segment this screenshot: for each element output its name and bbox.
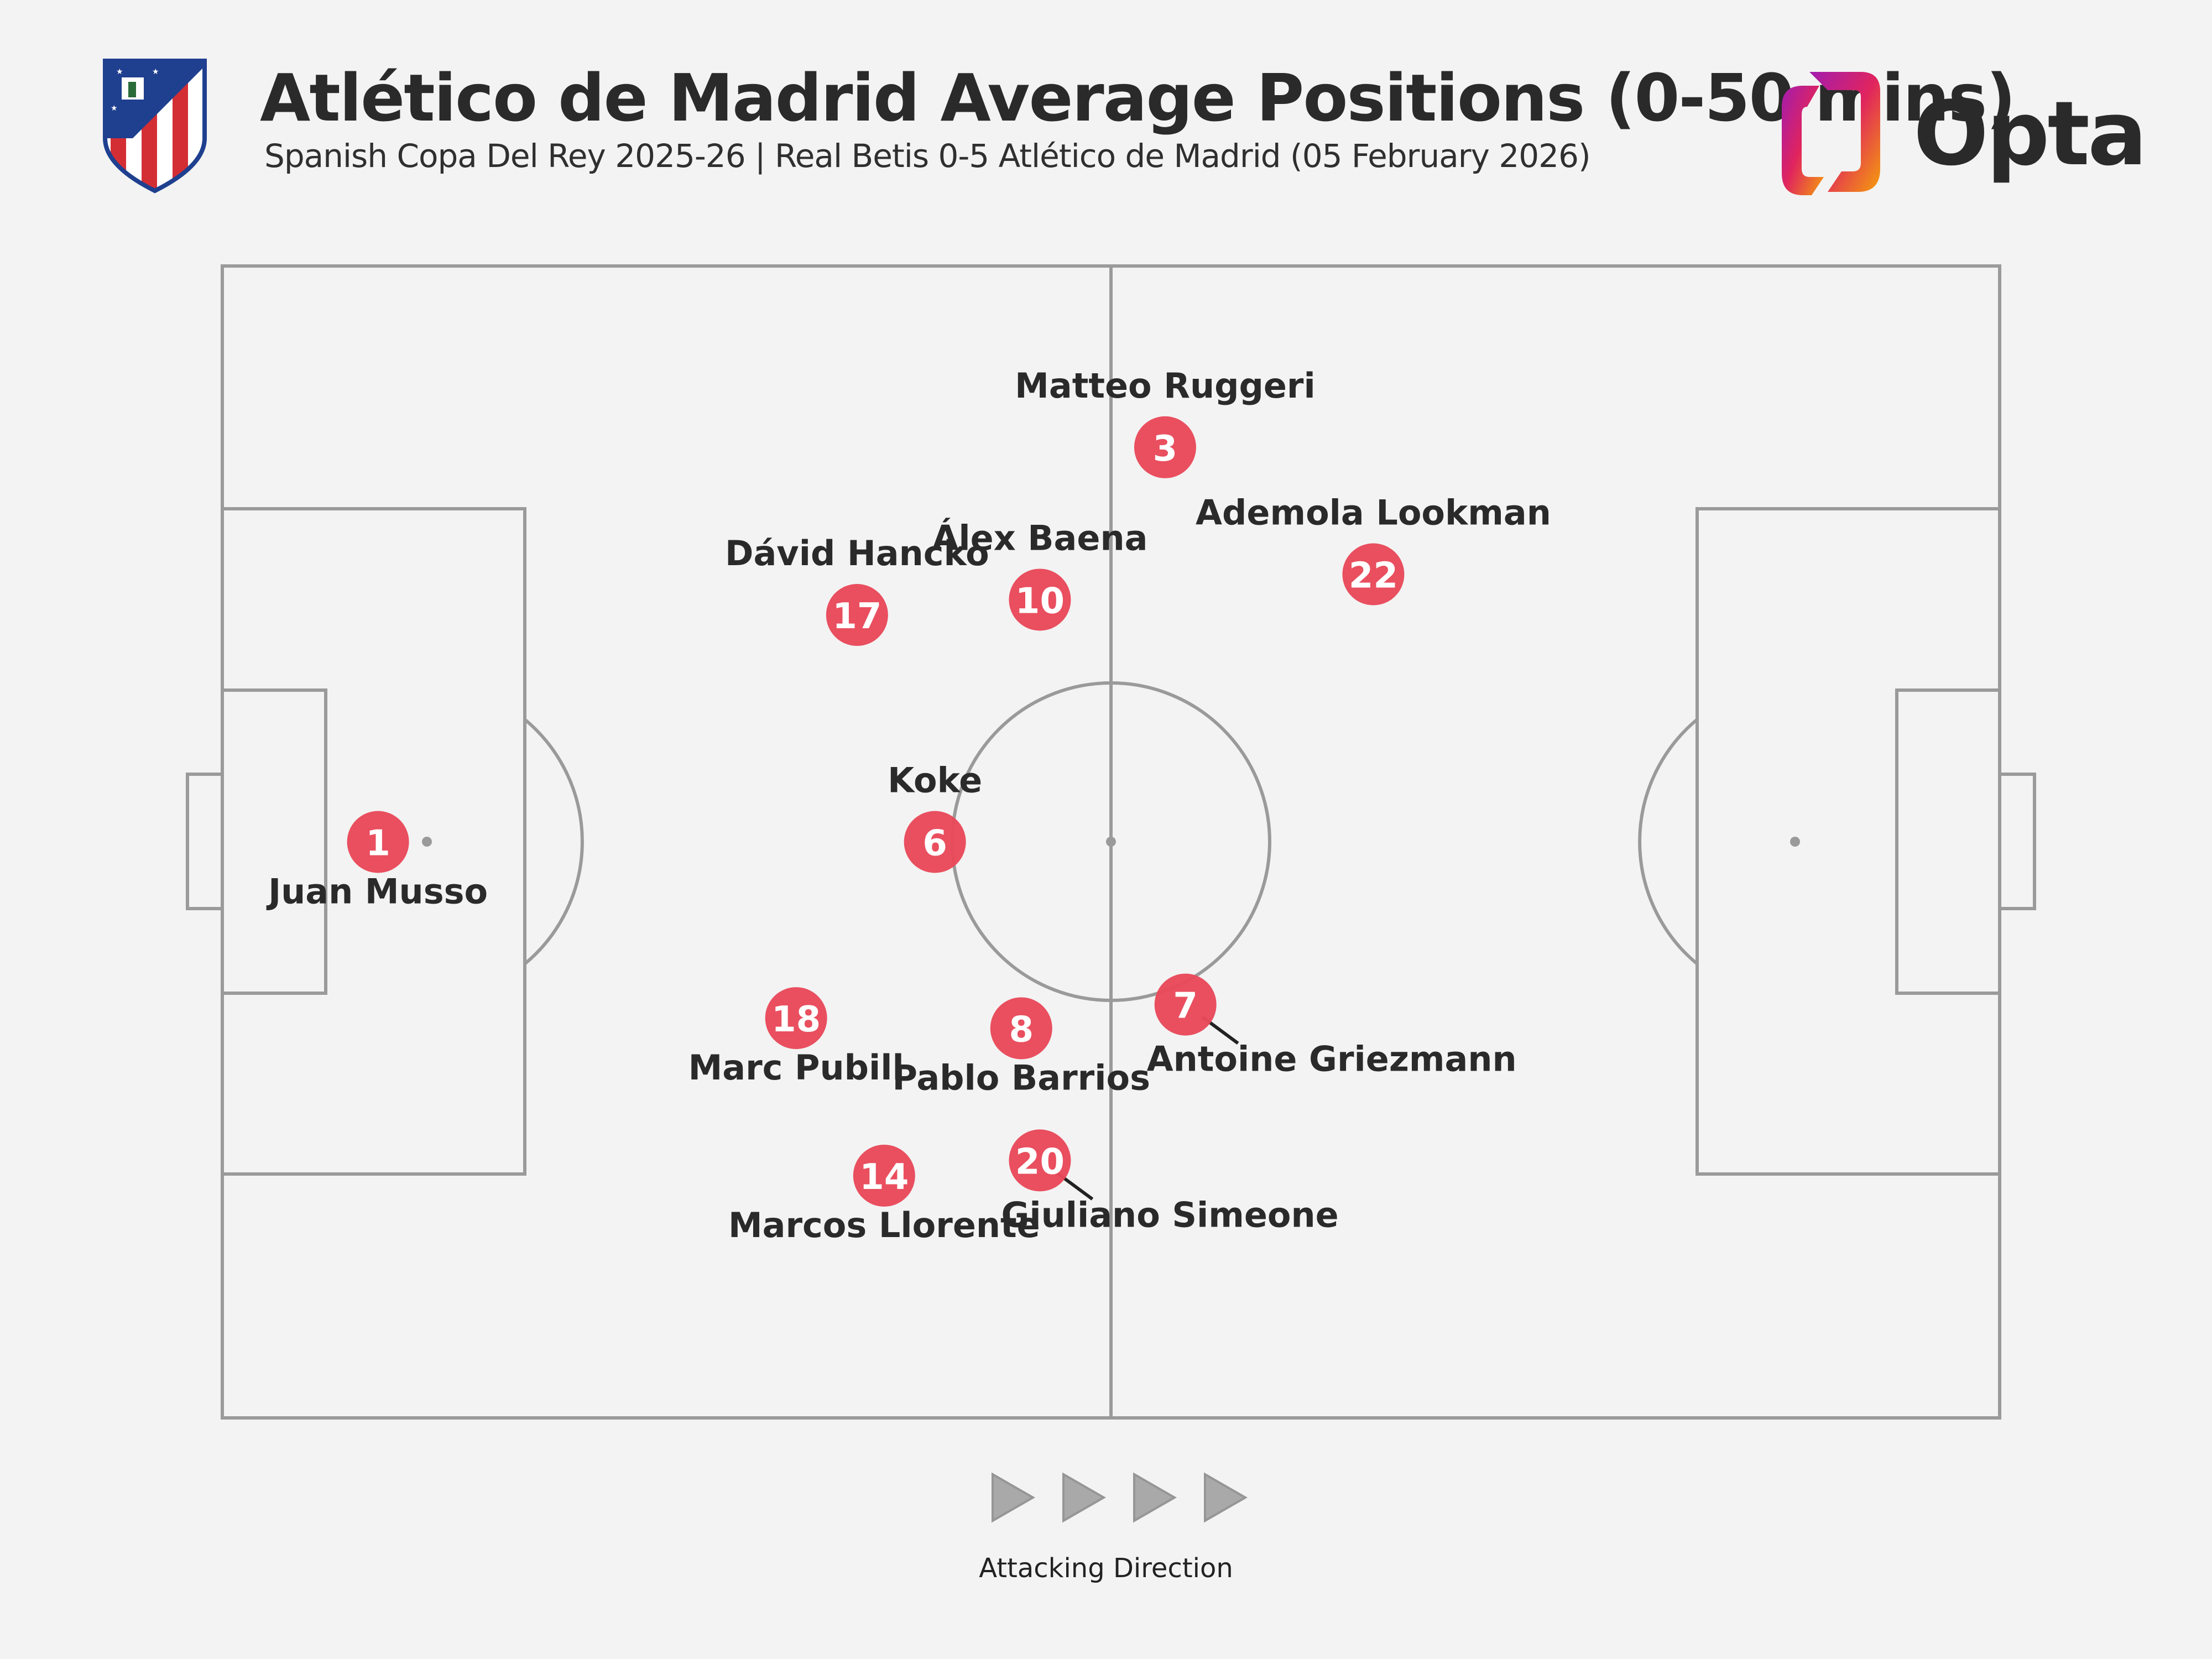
player-number: 18 bbox=[771, 999, 821, 1040]
player-number: 3 bbox=[1153, 429, 1178, 469]
player-marker: 22 Ademola Lookman bbox=[1196, 493, 1551, 606]
player-dot bbox=[1009, 568, 1071, 631]
chart-subtitle: Spanish Copa Del Rey 2025-26 | Real Beti… bbox=[264, 137, 1591, 175]
left-six-yard-box bbox=[221, 688, 327, 995]
player-number: 7 bbox=[1173, 986, 1198, 1027]
play-triangle-icon bbox=[1133, 1472, 1177, 1523]
player-dot bbox=[765, 987, 827, 1050]
player-name: Koke bbox=[888, 760, 982, 801]
player-dot bbox=[347, 811, 409, 873]
player-name: Marcos Llorente bbox=[728, 1205, 1040, 1245]
player-marker: 14 Marcos Llorente bbox=[728, 1144, 1040, 1245]
svg-text:★: ★ bbox=[152, 67, 159, 76]
player-markers: 1 Juan Musso 3 Matteo Ruggeri 22 Ademola Look… bbox=[266, 366, 1551, 1245]
svg-text:★: ★ bbox=[111, 104, 118, 113]
attacking-direction-label: Attacking Direction bbox=[979, 1553, 1233, 1584]
player-marker: 7 Antoine Griezmann bbox=[1147, 973, 1517, 1079]
atletico-madrid-crest-icon: ★ ★ ★ bbox=[103, 59, 207, 194]
player-name: Dávid Hancko bbox=[725, 533, 989, 573]
player-dot bbox=[1342, 543, 1405, 606]
opta-brand-name: Opta bbox=[1913, 82, 2147, 185]
player-number: 10 bbox=[1015, 581, 1065, 622]
player-dot bbox=[853, 1144, 915, 1207]
player-name: Ademola Lookman bbox=[1196, 493, 1551, 533]
player-name: Pablo Barrios bbox=[893, 1057, 1150, 1098]
player-number: 20 bbox=[1015, 1141, 1065, 1182]
play-triangle-icon bbox=[1204, 1472, 1248, 1523]
left-goal bbox=[186, 773, 224, 910]
player-marker: 1 Juan Musso bbox=[266, 811, 488, 912]
player-number: 14 bbox=[859, 1157, 909, 1198]
player-number: 22 bbox=[1349, 556, 1398, 597]
player-dot bbox=[1154, 973, 1217, 1036]
player-marker: 17 Dávid Hancko bbox=[725, 533, 989, 646]
right-goal bbox=[1998, 773, 2036, 910]
player-marker: 20 Giuliano Simeone bbox=[1001, 1129, 1339, 1235]
player-marker: 8 Pablo Barrios bbox=[893, 997, 1150, 1098]
player-marker: 6 Koke bbox=[888, 760, 982, 873]
player-name: Giuliano Simeone bbox=[1001, 1194, 1338, 1235]
player-number: 1 bbox=[366, 823, 390, 864]
player-marker: 18 Marc Pubill bbox=[688, 987, 904, 1088]
play-triangle-icon bbox=[992, 1472, 1036, 1523]
player-dot bbox=[1134, 416, 1196, 478]
player-number: 17 bbox=[832, 596, 881, 637]
right-six-yard-box bbox=[1895, 688, 2001, 995]
right-penalty-arc bbox=[1638, 718, 1698, 966]
right-penalty-area bbox=[1695, 507, 2001, 1176]
player-dot bbox=[904, 811, 966, 873]
player-name: Matteo Ruggeri bbox=[1015, 366, 1316, 406]
right-penalty-spot bbox=[1790, 837, 1800, 847]
player-name: Álex Baena bbox=[932, 518, 1147, 558]
player-name: Antoine Griezmann bbox=[1147, 1039, 1517, 1079]
player-name: Marc Pubill bbox=[688, 1047, 904, 1088]
left-penalty-arc bbox=[524, 718, 584, 966]
svg-text:★: ★ bbox=[116, 67, 123, 76]
attacking-direction-arrows bbox=[992, 1472, 1248, 1523]
left-penalty-spot bbox=[422, 837, 432, 847]
centre-spot bbox=[1106, 837, 1116, 847]
player-marker: 10 Álex Baena bbox=[932, 518, 1147, 631]
player-name: Juan Musso bbox=[266, 872, 488, 912]
chart-title: Atlético de Madrid Average Positions (0-… bbox=[260, 60, 2016, 136]
player-marker: 3 Matteo Ruggeri bbox=[1015, 366, 1316, 478]
player-dot bbox=[826, 584, 888, 646]
player-number: 6 bbox=[922, 823, 947, 864]
opta-logo-icon bbox=[1782, 72, 1880, 195]
play-triangle-icon bbox=[1062, 1472, 1107, 1523]
player-dot bbox=[1009, 1129, 1071, 1192]
player-number: 8 bbox=[1009, 1009, 1034, 1050]
player-dot bbox=[990, 997, 1052, 1060]
